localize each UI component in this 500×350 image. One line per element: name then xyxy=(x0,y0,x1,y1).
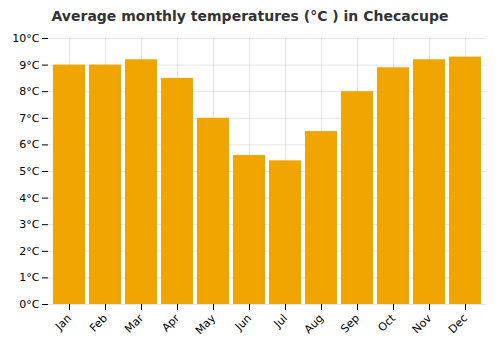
svg-text:Oct: Oct xyxy=(375,311,398,334)
svg-text:9°C: 9°C xyxy=(19,59,39,72)
svg-text:10°C: 10°C xyxy=(12,32,39,45)
svg-text:Sep: Sep xyxy=(338,312,362,336)
svg-text:8°C: 8°C xyxy=(19,85,39,98)
svg-text:3°C: 3°C xyxy=(19,218,39,231)
svg-text:Nov: Nov xyxy=(410,311,435,336)
svg-text:Apr: Apr xyxy=(159,311,182,334)
svg-text:1°C: 1°C xyxy=(19,271,39,284)
svg-text:Feb: Feb xyxy=(87,312,110,335)
svg-text:Jun: Jun xyxy=(232,312,254,334)
svg-text:Jan: Jan xyxy=(52,312,74,334)
svg-text:Mar: Mar xyxy=(122,311,146,335)
svg-text:Dec: Dec xyxy=(446,312,470,336)
svg-text:7°C: 7°C xyxy=(19,112,39,125)
html-text:Average monthly temperatures (: Average monthly temperatures (°C ) in Ch… xyxy=(51,8,449,24)
svg-text:6°C: 6°C xyxy=(19,138,39,151)
svg-text:0°C: 0°C xyxy=(19,298,39,311)
svg-text:May: May xyxy=(193,311,219,337)
svg-text:5°C: 5°C xyxy=(19,165,39,178)
svg-text:Jul: Jul xyxy=(271,312,290,331)
svg-text:Aug: Aug xyxy=(302,312,326,336)
svg-text:2°C: 2°C xyxy=(19,245,39,258)
svg-text:4°C: 4°C xyxy=(19,192,39,205)
